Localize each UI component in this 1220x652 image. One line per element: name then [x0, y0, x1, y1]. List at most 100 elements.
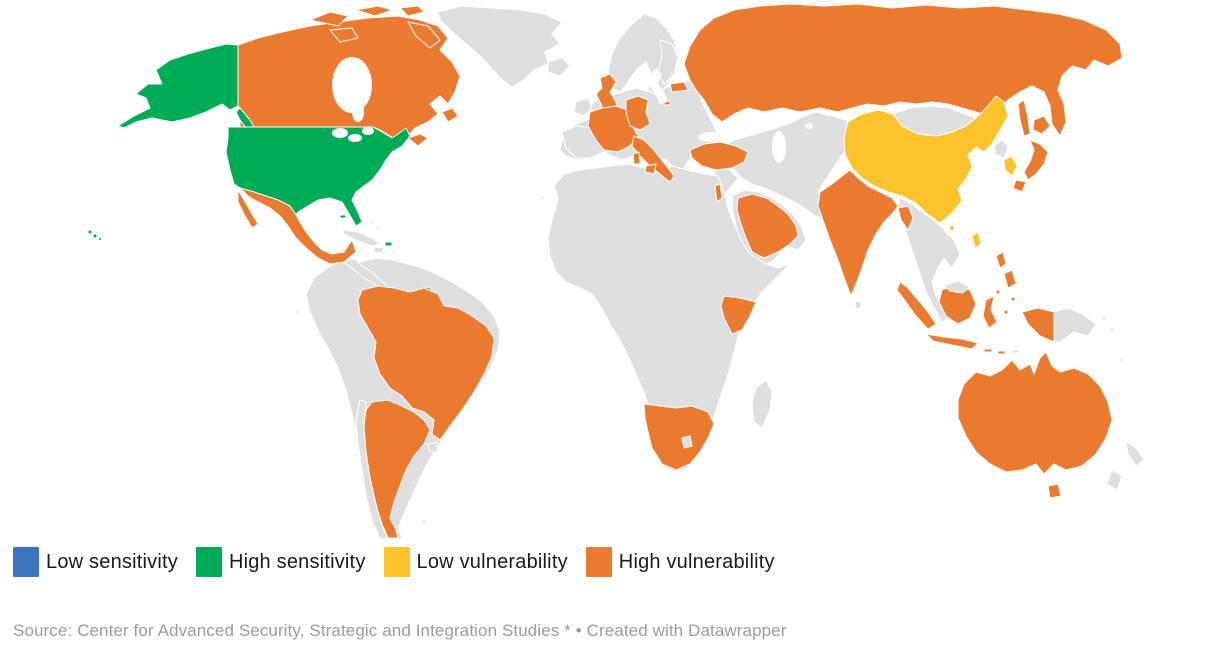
solomon-islands[interactable]	[1109, 327, 1115, 333]
country-united-states-puerto-rico[interactable]	[384, 241, 393, 247]
country-indonesia-lesser-sunda[interactable]	[983, 348, 993, 353]
country-taiwan[interactable]	[971, 231, 982, 249]
country-greenland[interactable]	[437, 5, 563, 88]
legend-label-high-sensitivity: High sensitivity	[228, 550, 366, 573]
country-bahamas[interactable]	[376, 226, 380, 230]
black-sea	[698, 132, 726, 142]
legend-label-high-vulnerability: High vulnerability	[618, 550, 775, 573]
country-united-states-hawaii[interactable]	[98, 237, 102, 241]
great-lakes	[348, 134, 362, 142]
great-lakes	[332, 128, 348, 138]
country-canada-newfoundland[interactable]	[441, 107, 459, 123]
legend-swatch-high-sensitivity	[195, 547, 222, 577]
country-cuba[interactable]	[341, 229, 381, 247]
country-united-states[interactable]	[225, 126, 411, 227]
country-israel[interactable]	[714, 183, 723, 203]
legend-label-low-sensitivity: Low sensitivity	[46, 550, 178, 573]
country-philippines[interactable]	[995, 251, 1007, 269]
country-estonia[interactable]	[669, 81, 689, 93]
country-australia-tasmania[interactable]	[1047, 483, 1062, 499]
country-japan-hokkaido[interactable]	[1032, 115, 1051, 135]
country-canada-arctic-island[interactable]	[399, 5, 425, 17]
country-indonesia-java[interactable]	[925, 333, 979, 350]
country-india[interactable]	[817, 169, 899, 297]
country-philippines[interactable]	[1003, 269, 1017, 289]
region-africa[interactable]	[547, 163, 791, 473]
country-finland[interactable]	[657, 39, 679, 85]
country-lesotho[interactable]	[681, 435, 693, 449]
solomon-islands[interactable]	[1101, 315, 1107, 321]
country-japan-kyushu[interactable]	[1012, 179, 1027, 193]
region-hispaniola[interactable]	[373, 246, 385, 254]
region-central-america[interactable]	[343, 257, 389, 293]
country-china-hainan[interactable]	[949, 225, 955, 231]
country-kenya[interactable]	[720, 295, 757, 335]
falkland-islands[interactable]	[421, 519, 427, 525]
country-united-states-hawaii[interactable]	[92, 233, 98, 239]
country-indonesia-sumatra[interactable]	[896, 281, 937, 330]
country-indonesia-moluccas[interactable]	[1003, 309, 1009, 315]
country-philippines[interactable]	[995, 289, 1001, 295]
country-iceland[interactable]	[547, 57, 571, 77]
country-canada-nova-scotia[interactable]	[407, 133, 429, 147]
country-mexico[interactable]	[239, 187, 357, 265]
country-saudi-arabia[interactable]	[736, 193, 799, 259]
country-sri-lanka[interactable]	[854, 300, 862, 310]
canary-islands[interactable]	[540, 196, 544, 200]
countries-layer	[87, 3, 1145, 540]
region-indochina[interactable]	[897, 197, 961, 323]
region-central-asia[interactable]	[721, 111, 853, 221]
country-germany[interactable]	[625, 95, 651, 131]
country-new-zealand-north-island[interactable]	[1125, 441, 1145, 467]
country-north-korea[interactable]	[993, 139, 1009, 159]
country-canada-baffin-island[interactable]	[407, 21, 441, 49]
country-mongolia[interactable]	[892, 105, 977, 137]
country-madagascar[interactable]	[751, 379, 773, 429]
country-south-africa[interactable]	[643, 403, 715, 471]
world-map	[87, 3, 1145, 540]
country-papua-new-guinea[interactable]	[1053, 307, 1097, 343]
country-united-states-hawaii[interactable]	[87, 229, 93, 235]
galapagos-islands[interactable]	[296, 310, 300, 314]
country-russia-sakhalin[interactable]	[1017, 99, 1031, 137]
country-indonesia-west-papua[interactable]	[1021, 307, 1055, 343]
country-italy-sicily[interactable]	[644, 163, 657, 175]
source-line: Source: Center for Advanced Security, St…	[13, 621, 787, 640]
country-indonesia-lesser-sunda[interactable]	[997, 350, 1006, 355]
country-malaysia-north-borneo[interactable]	[943, 280, 971, 294]
country-mexico-baja[interactable]	[237, 189, 259, 229]
legend: Low sensitivity High sensitivity Low vul…	[13, 547, 1220, 577]
country-uruguay[interactable]	[427, 441, 439, 453]
country-chile[interactable]	[355, 399, 389, 540]
country-new-zealand-south-island[interactable]	[1106, 469, 1123, 491]
country-bangladesh[interactable]	[897, 205, 914, 231]
country-italy-sardinia[interactable]	[632, 151, 641, 165]
country-canada-arctic-island[interactable]	[309, 11, 349, 27]
country-indonesia-moluccas[interactable]	[1010, 296, 1016, 302]
country-united-states-florida-keys[interactable]	[339, 214, 347, 219]
legend-item-high-sensitivity: High sensitivity	[195, 547, 366, 577]
country-jamaica[interactable]	[360, 248, 364, 252]
country-australia[interactable]	[957, 351, 1113, 475]
country-brazil[interactable]	[357, 285, 495, 441]
country-turkey[interactable]	[689, 141, 749, 171]
country-bahamas[interactable]	[370, 220, 374, 224]
country-timor[interactable]	[1011, 349, 1020, 354]
country-indonesia-sulawesi[interactable]	[982, 295, 998, 329]
country-united-states-alaska[interactable]	[117, 43, 239, 129]
country-japan-honshu[interactable]	[1023, 139, 1049, 181]
legend-item-low-sensitivity: Low sensitivity	[13, 547, 178, 577]
legend-swatch-low-vulnerability	[383, 547, 410, 577]
country-russia[interactable]	[683, 3, 1123, 137]
country-france[interactable]	[587, 105, 639, 153]
hudson-bay	[332, 57, 372, 113]
legend-item-high-vulnerability: High vulnerability	[585, 547, 775, 577]
legend-swatch-high-vulnerability	[585, 547, 612, 577]
new-caledonia[interactable]	[1120, 358, 1124, 362]
legend-swatch-low-sensitivity	[13, 547, 39, 577]
james-bay	[352, 102, 364, 122]
country-canada-arctic-island[interactable]	[355, 5, 393, 17]
country-ireland[interactable]	[573, 97, 593, 117]
country-south-korea[interactable]	[1003, 155, 1018, 177]
country-canada-victoria-island[interactable]	[329, 27, 359, 43]
